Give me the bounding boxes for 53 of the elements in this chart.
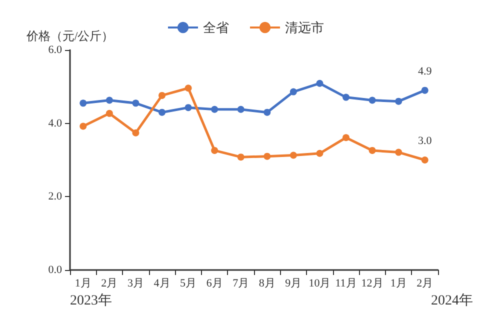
legend-label: 清远市 [285,20,324,35]
point [316,150,324,157]
legend-label: 全省 [203,20,229,35]
x-tick-label: 8月 [258,278,276,290]
data-label: 4.9 [418,65,432,78]
point [80,100,87,107]
point [184,84,192,92]
data-label: 3.0 [418,135,432,147]
point [316,80,324,87]
y-tick-label: 0.0 [48,264,62,276]
point [368,96,376,104]
point [368,146,376,154]
point [342,94,350,101]
point [421,86,428,94]
x-tick-label: 9月 [285,278,302,290]
text: 2023年 [70,292,112,308]
point [395,98,402,105]
point [106,110,113,117]
point [395,148,402,156]
x-tick-label: 3月 [127,278,144,290]
x-tick-label: 1月 [74,278,92,290]
y-axis-title: 价格（元/公斤） [25,29,114,43]
x-tick-label: 12月 [361,278,384,290]
point [211,106,218,113]
point [290,88,297,96]
text: 2024年 [431,292,473,308]
point [264,152,271,160]
point [290,152,297,159]
point [106,96,113,104]
x-tick-label: 5月 [180,278,197,290]
point [237,154,244,161]
x-tick-label: 1月 [390,278,407,290]
point [158,92,166,99]
x-tick-label: 2月 [416,278,434,290]
point [132,100,140,107]
y-tick-label: 4.0 [48,117,62,130]
point [421,156,428,164]
x-tick-label: 11月 [335,278,357,290]
point [211,146,218,154]
point [158,108,166,116]
y-tick-label: 2.0 [48,190,62,203]
x-tick-label: 10月 [308,278,331,290]
point [184,104,192,112]
x-tick-label: 7月 [232,278,250,290]
x-tick-label: 4月 [154,278,170,290]
x-tick-label: 2月 [101,278,118,290]
x-tick-label: 6月 [206,278,223,290]
point [237,106,244,113]
point [264,108,271,116]
y-tick-label: 6.0 [48,44,62,56]
point [132,129,140,136]
point [342,134,350,142]
point [80,122,87,130]
